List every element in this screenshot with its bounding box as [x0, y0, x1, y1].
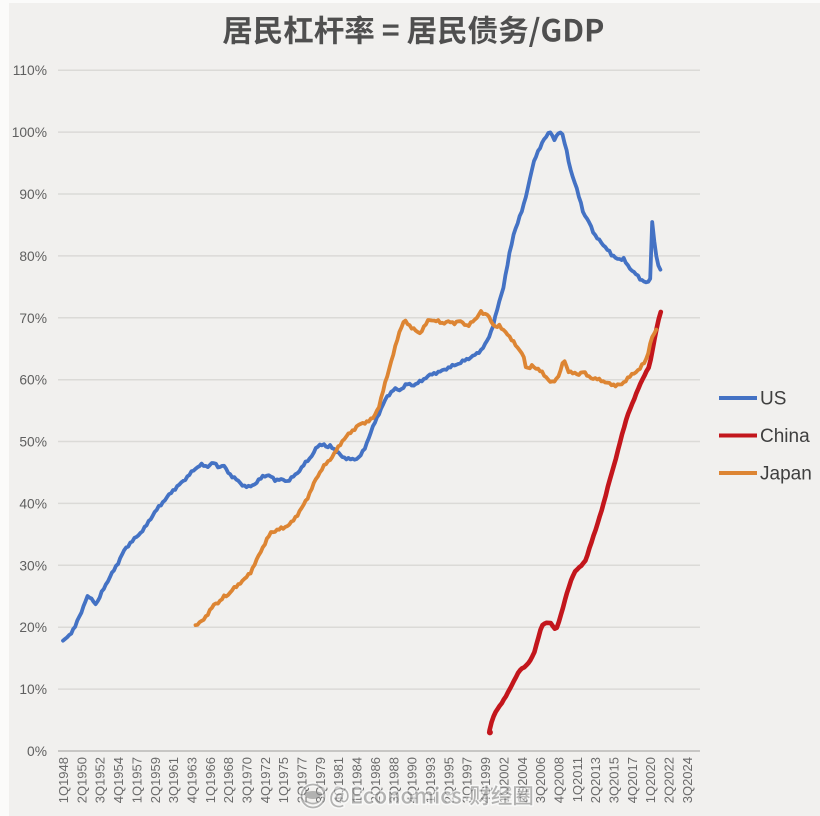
- svg-text:3Q2006: 3Q2006: [533, 757, 548, 803]
- svg-text:1Q2020: 1Q2020: [643, 757, 658, 803]
- svg-text:90%: 90%: [19, 187, 47, 202]
- svg-text:70%: 70%: [19, 311, 47, 326]
- svg-text:1Q2011: 1Q2011: [570, 757, 585, 802]
- svg-text:2Q1977: 2Q1977: [295, 757, 310, 803]
- svg-text:3Q2024: 3Q2024: [680, 757, 695, 803]
- svg-text:2Q1950: 2Q1950: [74, 757, 89, 803]
- svg-text:100%: 100%: [12, 125, 47, 140]
- svg-text:0%: 0%: [27, 744, 47, 759]
- svg-text:10%: 10%: [19, 682, 47, 697]
- svg-text:80%: 80%: [19, 249, 47, 264]
- svg-text:4Q1972: 4Q1972: [258, 757, 273, 803]
- svg-text:50%: 50%: [19, 435, 47, 450]
- svg-text:1Q1966: 1Q1966: [203, 757, 218, 803]
- svg-text:2Q2013: 2Q2013: [588, 757, 603, 803]
- svg-text:2Q1968: 2Q1968: [221, 757, 236, 803]
- svg-text:1Q1975: 1Q1975: [276, 757, 291, 803]
- svg-text:3Q2015: 3Q2015: [607, 757, 622, 803]
- svg-text:40%: 40%: [19, 496, 47, 511]
- svg-text:60%: 60%: [19, 373, 47, 388]
- svg-text:30%: 30%: [19, 558, 47, 573]
- svg-text:Japan: Japan: [760, 464, 812, 485]
- svg-text:110%: 110%: [13, 63, 47, 78]
- svg-text:1Q1957: 1Q1957: [129, 757, 144, 803]
- svg-text:2Q2022: 2Q2022: [662, 757, 677, 803]
- svg-text:2Q1959: 2Q1959: [148, 757, 163, 803]
- svg-text:4Q2008: 4Q2008: [552, 757, 567, 803]
- svg-text:US: US: [760, 389, 786, 410]
- svg-text:4Q1954: 4Q1954: [111, 757, 126, 803]
- svg-text:China: China: [760, 426, 810, 447]
- svg-text:3Q1952: 3Q1952: [93, 757, 108, 803]
- svg-text:3Q1970: 3Q1970: [240, 757, 255, 803]
- svg-text:1Q1948: 1Q1948: [56, 757, 71, 803]
- svg-text:3Q1961: 3Q1961: [166, 757, 181, 803]
- svg-text:20%: 20%: [19, 620, 47, 635]
- svg-text:4Q2017: 4Q2017: [625, 757, 640, 803]
- svg-text:4Q1963: 4Q1963: [185, 757, 200, 803]
